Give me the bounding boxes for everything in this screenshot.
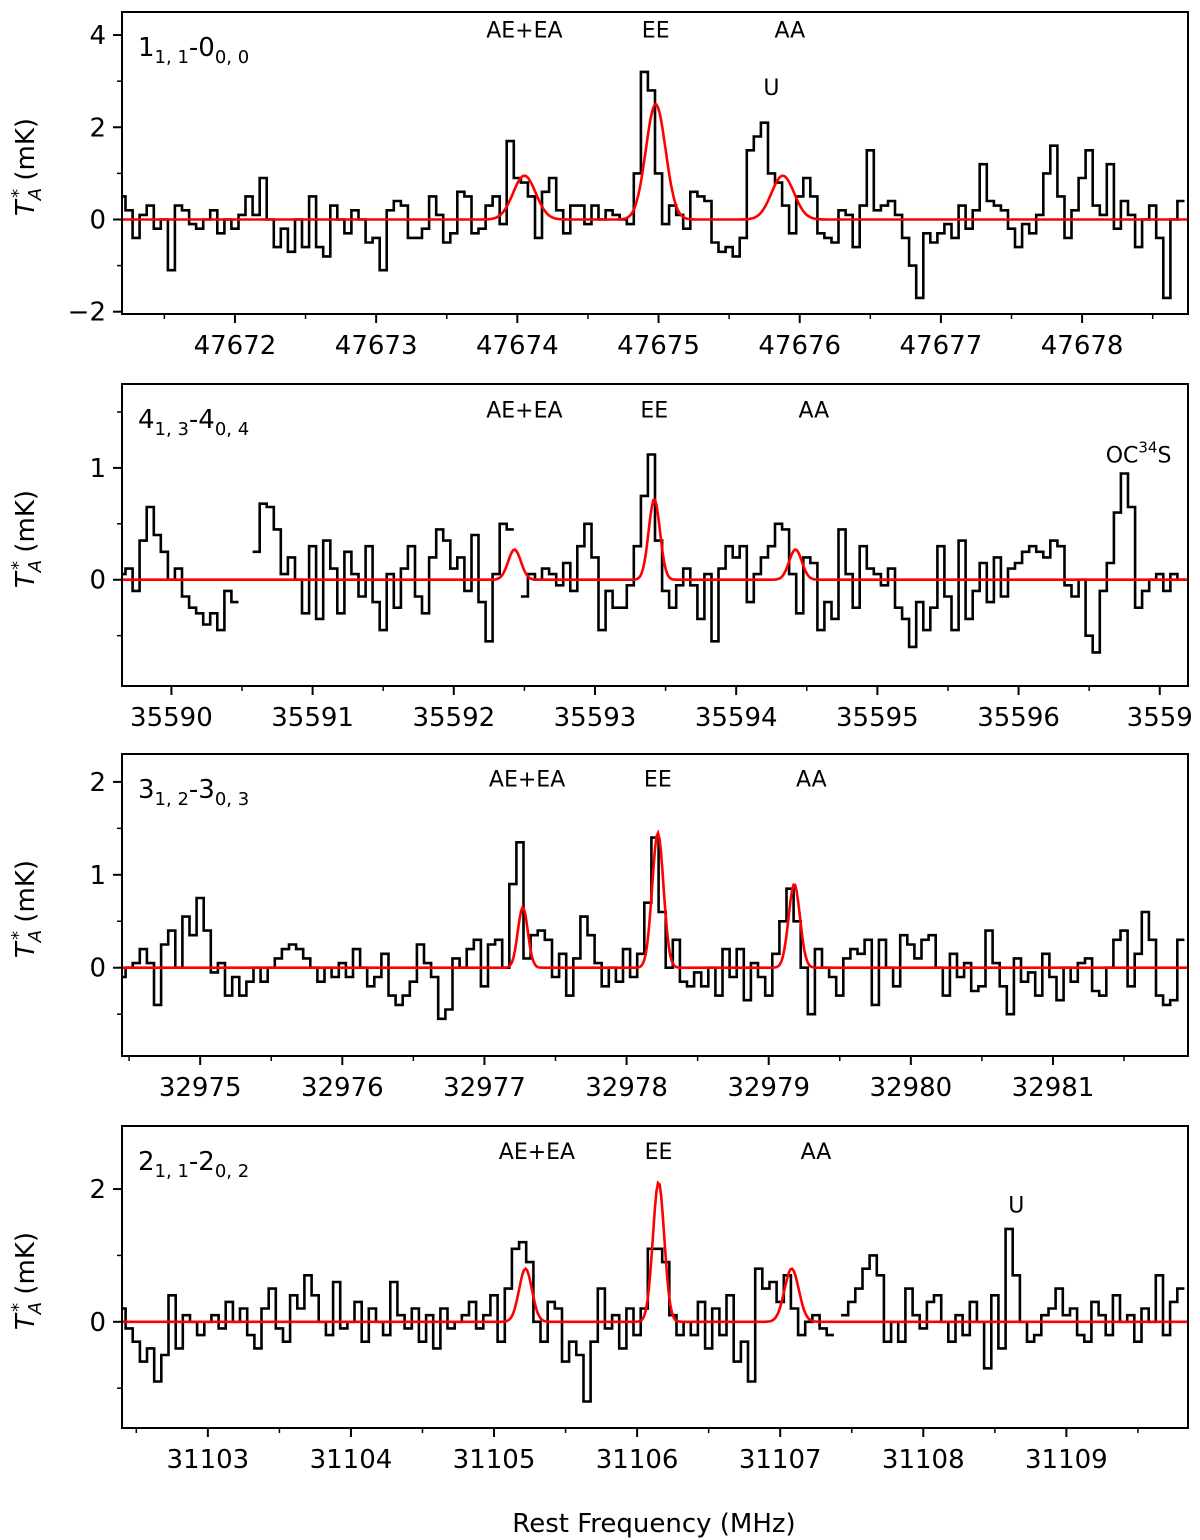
line-label: AE+EA bbox=[486, 18, 562, 43]
x-tick-label: 32977 bbox=[443, 1073, 526, 1103]
x-tick-label: 47674 bbox=[476, 331, 559, 361]
x-tick-label: 32975 bbox=[159, 1073, 242, 1103]
line-label: EE bbox=[645, 1140, 673, 1165]
line-label: U bbox=[763, 76, 779, 101]
y-axis-label: TA* (mK) bbox=[8, 860, 46, 958]
x-tick-label: 35596 bbox=[977, 703, 1060, 733]
spectrum-panel-3: 32975 32976 32977 32978 32979 32980 32981 0 1 2 TA… bbox=[8, 753, 1189, 1103]
x-tick-label: 47672 bbox=[194, 331, 277, 361]
axes-frame bbox=[121, 383, 1189, 687]
x-tick-label: 35595 bbox=[836, 703, 919, 733]
observed-spectrum bbox=[122, 453, 1185, 654]
transition-label: 31, 2-30, 3 bbox=[138, 775, 249, 810]
x-tick-label: 32978 bbox=[585, 1073, 668, 1103]
spectrum-panel-2: 35590 35591 35592 35593 35594 35595 35596 35590… bbox=[8, 383, 1193, 733]
x-axis-label: Rest Frequency (MHz) bbox=[512, 1509, 795, 1539]
y-tick-label: 0 bbox=[89, 205, 106, 235]
y-axis-label: TA* (mK) bbox=[8, 1232, 46, 1330]
y-tick-label: −2 bbox=[68, 298, 106, 328]
line-label: AA bbox=[801, 1140, 832, 1165]
transition-label: 21, 1-20, 2 bbox=[138, 1147, 249, 1182]
ocs-label: OC34S bbox=[1106, 438, 1172, 468]
line-label: AA bbox=[796, 768, 827, 793]
model-fit bbox=[122, 829, 1188, 969]
observed-spectrum bbox=[122, 70, 1185, 300]
axes-frame bbox=[121, 11, 1189, 315]
x-tick-label: 32980 bbox=[869, 1073, 952, 1103]
x-tick-label: 31108 bbox=[882, 1445, 965, 1475]
y-tick-label: 0 bbox=[89, 954, 106, 984]
y-tick-label: 0 bbox=[89, 1308, 106, 1338]
x-tick-label: 47675 bbox=[617, 331, 700, 361]
y-axis-label: TA* (mK) bbox=[8, 490, 46, 588]
y-axis-label: TA* (mK) bbox=[8, 118, 46, 216]
x-tick-label: 35592 bbox=[412, 703, 495, 733]
spectrum-panel-4: 31103 31104 31105 31106 31107 31108 31109 0 2 TA*… bbox=[8, 1125, 1189, 1475]
line-label: AE+EA bbox=[499, 1140, 575, 1165]
y-tick-label: 1 bbox=[89, 454, 106, 484]
x-tick-label: 47673 bbox=[335, 331, 418, 361]
model-fit bbox=[122, 103, 1188, 221]
model-fit bbox=[122, 498, 1188, 581]
x-tick-label: 35593 bbox=[554, 703, 637, 733]
x-tick-label: 47676 bbox=[758, 331, 841, 361]
x-tick-label: 31105 bbox=[453, 1445, 536, 1475]
x-tick-label: 47677 bbox=[900, 331, 983, 361]
line-label: AE+EA bbox=[489, 768, 565, 793]
transition-label: 41, 3-40, 4 bbox=[138, 405, 249, 440]
x-tick-label: 31109 bbox=[1025, 1445, 1108, 1475]
spectrum-panel-1: 47672 47673 47674 47675 47676 47677 47678 −2 0 2 4… bbox=[8, 11, 1189, 361]
x-tick-label: 31107 bbox=[739, 1445, 822, 1475]
line-label: EE bbox=[644, 768, 672, 793]
x-tick-label: 35591 bbox=[271, 703, 354, 733]
line-label: EE bbox=[642, 18, 670, 43]
y-tick-label: 1 bbox=[89, 861, 106, 891]
observed-spectrum bbox=[122, 836, 1185, 1021]
model-fit bbox=[122, 1180, 1188, 1324]
line-label: AA bbox=[798, 399, 829, 424]
y-tick-label: 4 bbox=[89, 21, 106, 51]
y-tick-label: 0 bbox=[89, 566, 106, 596]
transition-label: 11, 1-00, 0 bbox=[138, 33, 249, 68]
x-tick-label: 32979 bbox=[727, 1073, 810, 1103]
line-label: U bbox=[1008, 1193, 1024, 1218]
x-tick-label: 35594 bbox=[695, 703, 778, 733]
y-tick-label: 2 bbox=[89, 768, 106, 798]
line-label: AE+EA bbox=[486, 399, 562, 424]
y-tick-label: 2 bbox=[89, 1175, 106, 1205]
axes-frame bbox=[121, 1125, 1189, 1429]
x-tick-label: 35590 bbox=[130, 703, 213, 733]
axes-frame bbox=[121, 753, 1189, 1057]
x-tick-label: 3559 bbox=[1127, 703, 1193, 733]
x-tick-label: 32981 bbox=[1012, 1073, 1095, 1103]
line-label: EE bbox=[640, 399, 668, 424]
spectra-panels: 47672 47673 47674 47675 47676 47677 47678 −2 0 2 4… bbox=[8, 11, 1193, 1475]
y-tick-label: 2 bbox=[89, 113, 106, 143]
x-tick-label: 31104 bbox=[310, 1445, 393, 1475]
line-label: AA bbox=[774, 18, 805, 43]
x-tick-label: 47678 bbox=[1041, 331, 1124, 361]
x-tick-label: 31106 bbox=[596, 1445, 679, 1475]
x-tick-label: 32976 bbox=[301, 1073, 384, 1103]
x-tick-label: 31103 bbox=[166, 1445, 249, 1475]
